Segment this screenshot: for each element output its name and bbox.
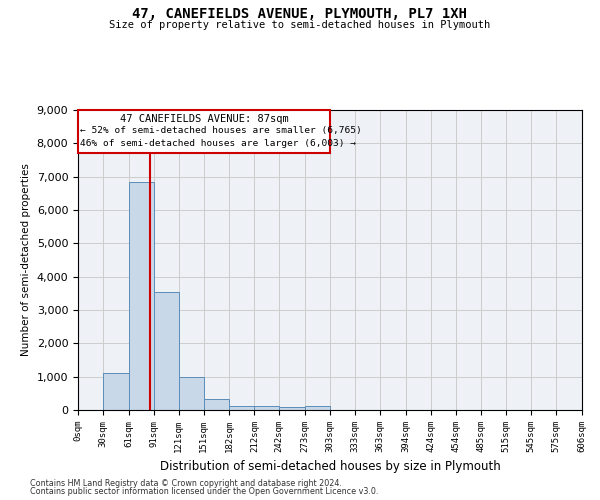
Text: ← 52% of semi-detached houses are smaller (6,765): ← 52% of semi-detached houses are smalle… (80, 126, 362, 136)
Text: Contains public sector information licensed under the Open Government Licence v3: Contains public sector information licen… (30, 487, 379, 496)
Bar (129, 182, 154, 410)
Bar (154, 292, 179, 410)
Bar (305, 406, 330, 410)
Bar (254, 406, 279, 410)
Text: 47, CANEFIELDS AVENUE, PLYMOUTH, PL7 1XH: 47, CANEFIELDS AVENUE, PLYMOUTH, PL7 1XH (133, 8, 467, 22)
Text: 47 CANEFIELDS AVENUE: 87sqm: 47 CANEFIELDS AVENUE: 87sqm (119, 114, 289, 124)
Text: Size of property relative to semi-detached houses in Plymouth: Size of property relative to semi-detach… (109, 20, 491, 30)
FancyBboxPatch shape (78, 110, 330, 154)
Bar (179, 376, 203, 410)
Text: 46% of semi-detached houses are larger (6,003) →: 46% of semi-detached houses are larger (… (80, 140, 356, 148)
Bar (229, 406, 254, 410)
Text: Contains HM Land Registry data © Crown copyright and database right 2024.: Contains HM Land Registry data © Crown c… (30, 478, 342, 488)
Bar (203, 400, 229, 410)
X-axis label: Distribution of semi-detached houses by size in Plymouth: Distribution of semi-detached houses by … (160, 460, 500, 473)
Bar (103, 374, 129, 410)
Y-axis label: Number of semi-detached properties: Number of semi-detached properties (21, 164, 31, 356)
Bar (279, 406, 305, 410)
